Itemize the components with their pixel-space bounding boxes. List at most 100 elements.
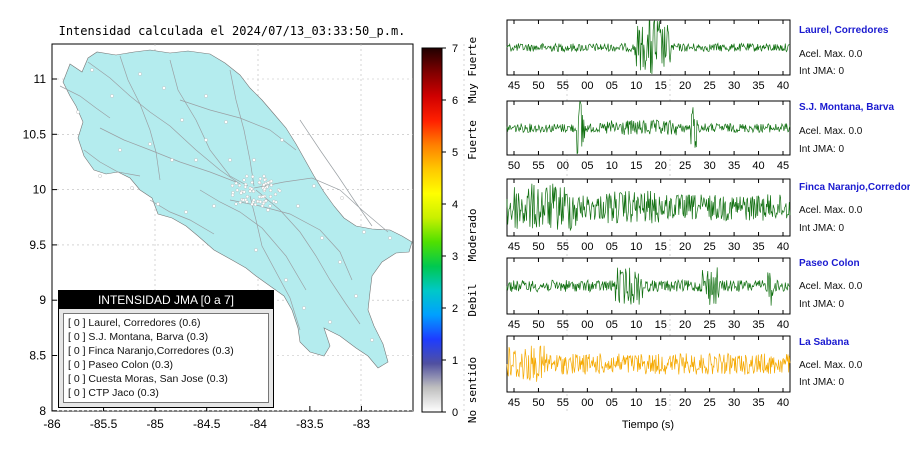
colorbar-tick-label: 0 <box>452 407 458 419</box>
station-marker <box>98 174 102 178</box>
seismogram-tick-label: 25 <box>679 160 691 172</box>
station-marker <box>274 200 278 204</box>
colorbar-tick-label: 6 <box>452 95 458 107</box>
legend-item: [ 0 ] Cuesta Moras, San Jose (0.3) <box>68 373 228 385</box>
station-marker <box>338 260 342 264</box>
seismogram-tick-label: 35 <box>728 160 740 172</box>
station-marker <box>269 179 273 183</box>
station-marker <box>162 86 166 90</box>
colorbar-category-label: Moderado <box>466 209 479 262</box>
road <box>119 55 161 181</box>
road <box>199 189 307 291</box>
station-marker <box>242 190 246 194</box>
intensity-legend: INTENSIDAD JMA [0 a 7] [ 0 ] Laurel, Cor… <box>58 290 274 408</box>
legend-item: [ 0 ] Laurel, Corredores (0.6) <box>68 317 201 329</box>
seismogram-tick-label: 30 <box>728 319 740 331</box>
seismogram-tick-label: 30 <box>728 397 740 409</box>
seismogram-tick-label: 05 <box>606 397 618 409</box>
int-jma-3: Int JMA: 0 <box>799 223 845 234</box>
station-marker <box>138 72 142 76</box>
seismogram-tick-label: 50 <box>532 80 544 92</box>
station-marker <box>269 183 273 187</box>
seismogram-tick-label: 05 <box>606 241 618 253</box>
int-jma-5: Int JMA: 0 <box>799 377 845 388</box>
station-marker <box>340 196 344 200</box>
station-marker <box>278 189 282 193</box>
station-marker <box>204 138 208 142</box>
station-marker <box>234 181 238 185</box>
seismogram-tick-label: 25 <box>704 241 716 253</box>
seismogram-tick-label: 45 <box>508 319 520 331</box>
station-marker <box>184 210 188 214</box>
seismogram-tick-label: 55 <box>532 160 544 172</box>
int-jma-1: Int JMA: 0 <box>799 66 845 77</box>
station-marker <box>238 183 242 188</box>
station-marker <box>235 188 239 192</box>
station-marker <box>239 191 243 195</box>
station-marker <box>156 202 160 206</box>
seismogram-panel: 45 50 55 00 05 10 15 20 25 30 35 40 <box>506 19 791 92</box>
seismogram-tick-label: 00 <box>581 80 593 92</box>
map-y-tick-label: 10 <box>33 183 47 197</box>
road <box>229 69 255 187</box>
seismogram-tick-label: 25 <box>704 319 716 331</box>
station-marker <box>253 203 257 207</box>
station-marker <box>328 320 332 324</box>
station-marker <box>264 199 268 203</box>
seismogram-tick-label: 00 <box>581 319 593 331</box>
colorbar <box>421 47 443 413</box>
station-name-2: S.J. Montana, Barva <box>799 102 895 113</box>
colorbar-tick-label: 3 <box>452 251 458 263</box>
station-marker <box>224 120 228 124</box>
station-marker <box>262 183 266 187</box>
map-y-tick-label: 9 <box>39 293 46 307</box>
road <box>59 85 111 119</box>
colorbar-category-label: No sentido <box>466 357 479 423</box>
map-x-tick-label: -84 <box>250 417 268 431</box>
seismogram-tick-label: 45 <box>508 80 520 92</box>
map-x-tick-label: -83.5 <box>296 417 324 431</box>
seismogram-tick-label: 55 <box>557 397 569 409</box>
station-marker <box>370 338 374 342</box>
station-marker <box>250 180 254 185</box>
station-marker <box>257 180 261 184</box>
station-marker <box>231 191 235 195</box>
seismogram-tick-label: 25 <box>704 397 716 409</box>
legend-item: [ 0 ] Finca Naranjo,Corredores (0.3) <box>68 345 234 357</box>
seismogram-panel: 45 50 55 00 05 10 15 20 25 30 35 40 <box>506 257 791 331</box>
station-marker <box>354 294 358 298</box>
station-marker <box>257 195 262 199</box>
station-marker <box>273 192 278 196</box>
seismogram-tick-label: 15 <box>655 80 667 92</box>
seismogram-tick-label: 10 <box>606 160 618 172</box>
station-marker <box>362 230 366 234</box>
map-y-tick-label: 10.5 <box>23 127 47 141</box>
seismogram-panel: 45 50 55 00 05 10 15 20 25 30 35 40 <box>506 178 791 253</box>
map-x-tick-label: -85 <box>146 417 164 431</box>
colorbar-tick-label: 2 <box>452 303 458 315</box>
station-marker <box>280 138 284 142</box>
station-marker <box>266 181 270 185</box>
seismogram-tick-label: 45 <box>508 241 520 253</box>
seismogram-tick-label: 05 <box>606 80 618 92</box>
legend-item: [ 0 ] Paseo Colon (0.3) <box>68 359 174 371</box>
station-marker <box>242 178 246 182</box>
seismogram-tick-label: 25 <box>704 80 716 92</box>
station-marker <box>388 236 392 240</box>
seismogram-trace <box>506 183 791 232</box>
station-name-5: La Sabana <box>799 337 850 348</box>
seismogram-tick-label: 20 <box>679 319 691 331</box>
seismogram-tick-label: 50 <box>532 241 544 253</box>
seismogram-tick-label: 00 <box>581 241 593 253</box>
int-jma-4: Int JMA: 0 <box>799 299 845 310</box>
seismogram-panels: 45 50 55 00 05 10 15 20 25 30 35 40 50 55 00 05 10 15 20 25… <box>506 19 791 409</box>
station-name-1: Laurel, Corredores <box>799 25 889 36</box>
station-marker <box>170 158 174 162</box>
seismogram-tick-label: 20 <box>679 397 691 409</box>
seismogram-tick-label: 10 <box>630 241 642 253</box>
station-marker <box>302 306 306 310</box>
seismogram-panel: 45 50 55 00 05 10 15 20 25 30 35 40 <box>506 335 791 409</box>
seismogram-tick-label: 20 <box>679 80 691 92</box>
int-jma-2: Int JMA: 0 <box>799 144 845 155</box>
station-marker <box>212 204 216 208</box>
